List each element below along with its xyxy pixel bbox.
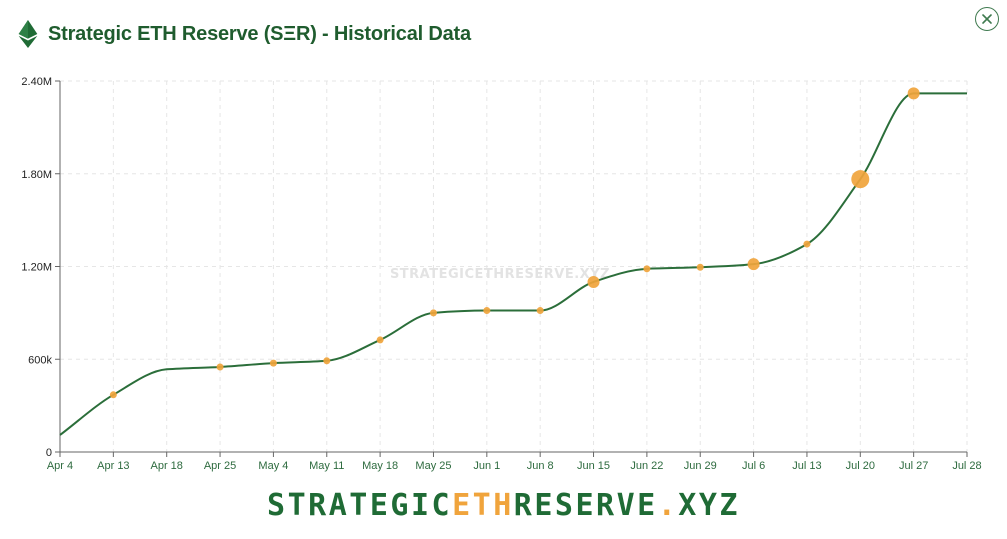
close-icon	[982, 14, 992, 24]
footer-logo-dot: .	[657, 488, 679, 523]
x-tick-label: May 18	[362, 460, 398, 472]
y-tick-label: 1.20M	[21, 262, 52, 274]
data-point-marker	[643, 265, 651, 273]
data-point-marker	[216, 363, 224, 371]
x-tick-label: Jun 8	[527, 460, 554, 472]
x-tick-label: Jul 13	[792, 460, 821, 472]
data-point-marker	[429, 309, 437, 317]
y-tick-label: 1.80M	[21, 169, 52, 181]
y-tick-label: 2.40M	[21, 76, 52, 88]
y-tick-label: 600k	[28, 354, 52, 366]
x-tick-label: Apr 13	[97, 460, 129, 472]
series-path	[59, 92, 968, 436]
data-point-marker	[376, 336, 384, 344]
footer-logo-accent: ETH	[452, 488, 514, 523]
data-point-marker	[803, 240, 811, 248]
x-tick-label: Apr 25	[204, 460, 236, 472]
data-point-marker	[907, 87, 920, 100]
x-tick-label: Jun 15	[577, 460, 610, 472]
x-tick-label: May 11	[309, 460, 344, 472]
chart-watermark: STRATEGICETHRESERVE.XYZ	[390, 267, 610, 282]
line-chart: STRATEGICETHRESERVE.XYZ 0 600k 1.20M 1.80M 2…	[21, 76, 982, 472]
footer-logo: STRATEGICETHRESERVE.XYZ	[0, 488, 1007, 523]
x-tick-label: Apr 18	[150, 460, 182, 472]
series-line	[59, 92, 968, 436]
data-point-marker	[851, 170, 870, 189]
x-tick-label: Jul 28	[952, 460, 981, 472]
close-button[interactable]	[975, 7, 999, 31]
x-tick-label: Apr 4	[47, 460, 73, 472]
x-tick-label: Jul 6	[742, 460, 765, 472]
x-tick-label: May 4	[258, 460, 288, 472]
data-point-marker	[536, 307, 544, 315]
x-tick-label: Jul 27	[899, 460, 928, 472]
data-point-marker	[323, 357, 331, 365]
data-point-marker	[269, 359, 277, 367]
footer-logo-part: XYZ	[678, 488, 740, 523]
x-tick-label: Jun 29	[684, 460, 717, 472]
x-tick-label: Jun 1	[473, 460, 500, 472]
y-axis-ticks: 0 600k 1.20M 1.80M 2.40M	[21, 76, 60, 459]
data-point-marker	[109, 391, 117, 399]
data-point-marker	[747, 258, 760, 271]
ethereum-icon	[18, 20, 38, 48]
y-tick-label: 0	[46, 447, 52, 459]
page-title: Strategic ETH Reserve (SΞR) - Historical…	[48, 22, 471, 45]
data-point-marker	[587, 275, 600, 288]
data-point-marker	[483, 307, 491, 315]
data-point-marker	[696, 263, 704, 271]
x-axis-ticks: Apr 4 Apr 13 Apr 18 Apr 25 May 4 May 11 May 18…	[47, 452, 982, 472]
x-tick-label: Jul 20	[846, 460, 875, 472]
x-tick-label: Jun 22	[630, 460, 663, 472]
chart-header: Strategic ETH Reserve (SΞR) - Historical…	[18, 20, 471, 48]
x-tick-label: May 25	[415, 460, 451, 472]
footer-logo-part: RESERVE	[513, 488, 658, 523]
data-markers	[109, 87, 920, 399]
footer-logo-part: STRATEGIC	[267, 488, 453, 523]
